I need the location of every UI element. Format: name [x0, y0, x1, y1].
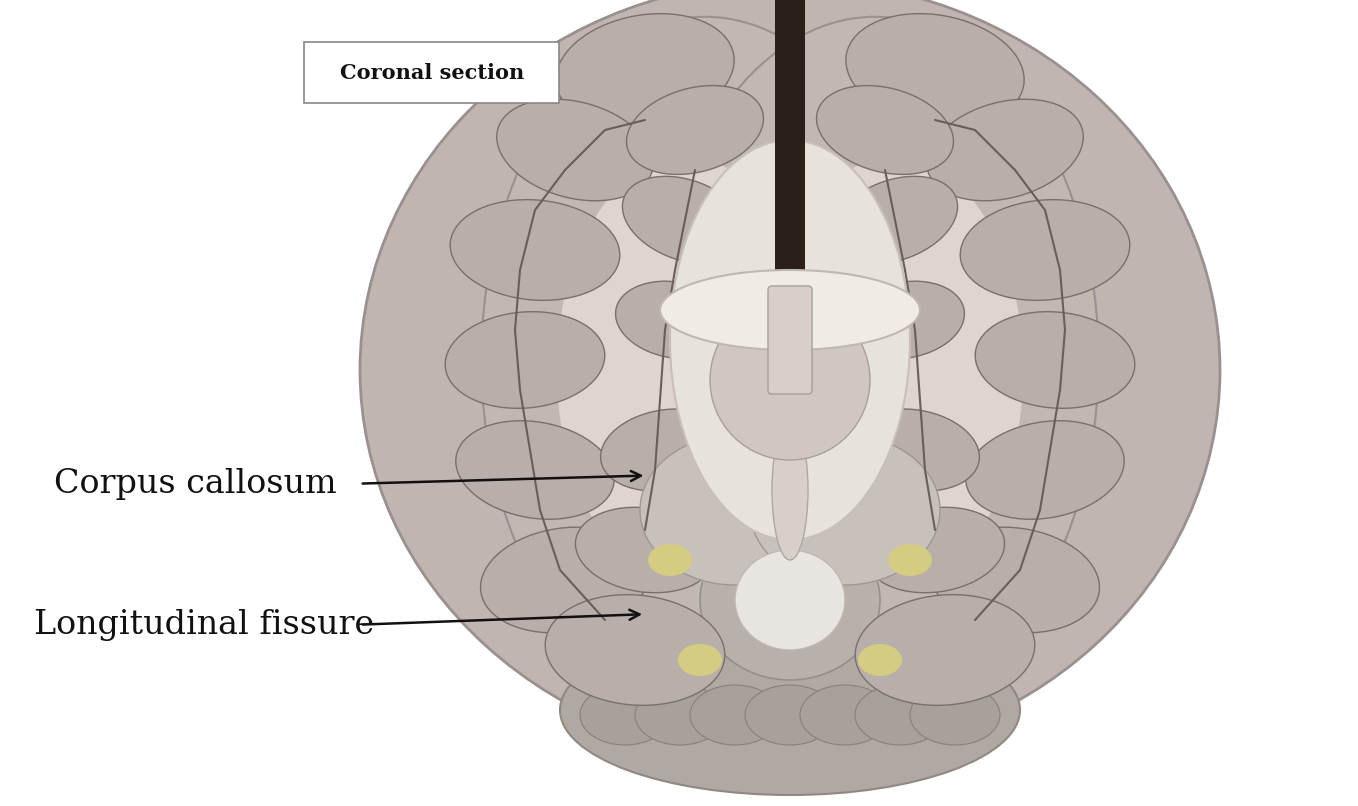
Text: Corpus callosum: Corpus callosum [54, 467, 337, 500]
Ellipse shape [652, 17, 1099, 703]
Ellipse shape [648, 544, 693, 576]
Ellipse shape [856, 595, 1035, 705]
Ellipse shape [910, 685, 999, 745]
Ellipse shape [816, 85, 953, 174]
Ellipse shape [481, 527, 649, 633]
Ellipse shape [615, 281, 735, 359]
FancyBboxPatch shape [304, 43, 558, 102]
Ellipse shape [497, 99, 653, 201]
Ellipse shape [735, 550, 845, 650]
Ellipse shape [554, 154, 1027, 606]
Ellipse shape [960, 200, 1130, 301]
Ellipse shape [580, 685, 669, 745]
Ellipse shape [865, 507, 1005, 592]
Ellipse shape [451, 200, 619, 301]
Ellipse shape [888, 544, 932, 576]
Ellipse shape [750, 435, 940, 585]
Ellipse shape [626, 85, 763, 174]
FancyBboxPatch shape [775, 0, 805, 293]
Ellipse shape [445, 312, 604, 409]
Ellipse shape [669, 140, 910, 540]
Ellipse shape [856, 685, 945, 745]
Ellipse shape [622, 177, 748, 264]
Ellipse shape [850, 409, 979, 491]
Ellipse shape [559, 625, 1020, 795]
Ellipse shape [710, 300, 870, 460]
Ellipse shape [660, 270, 919, 350]
Text: Longitudinal fissure: Longitudinal fissure [34, 609, 375, 641]
Ellipse shape [576, 507, 714, 592]
Ellipse shape [690, 685, 779, 745]
Text: Coronal section: Coronal section [340, 63, 524, 82]
Ellipse shape [699, 520, 880, 680]
Ellipse shape [930, 527, 1100, 633]
Ellipse shape [975, 312, 1135, 409]
Ellipse shape [456, 421, 614, 519]
Ellipse shape [555, 156, 813, 584]
Ellipse shape [545, 595, 725, 705]
Ellipse shape [858, 644, 902, 676]
Ellipse shape [766, 156, 1024, 584]
Ellipse shape [846, 281, 964, 359]
Ellipse shape [966, 421, 1124, 519]
Ellipse shape [640, 435, 830, 585]
Ellipse shape [926, 99, 1084, 201]
Ellipse shape [846, 14, 1024, 127]
Ellipse shape [771, 420, 808, 560]
Ellipse shape [360, 0, 1219, 760]
FancyBboxPatch shape [769, 286, 812, 394]
Ellipse shape [481, 17, 929, 703]
Ellipse shape [636, 685, 725, 745]
Ellipse shape [800, 685, 889, 745]
Ellipse shape [832, 177, 957, 264]
Ellipse shape [600, 409, 729, 491]
Ellipse shape [746, 685, 835, 745]
Ellipse shape [678, 644, 722, 676]
Ellipse shape [555, 14, 735, 127]
